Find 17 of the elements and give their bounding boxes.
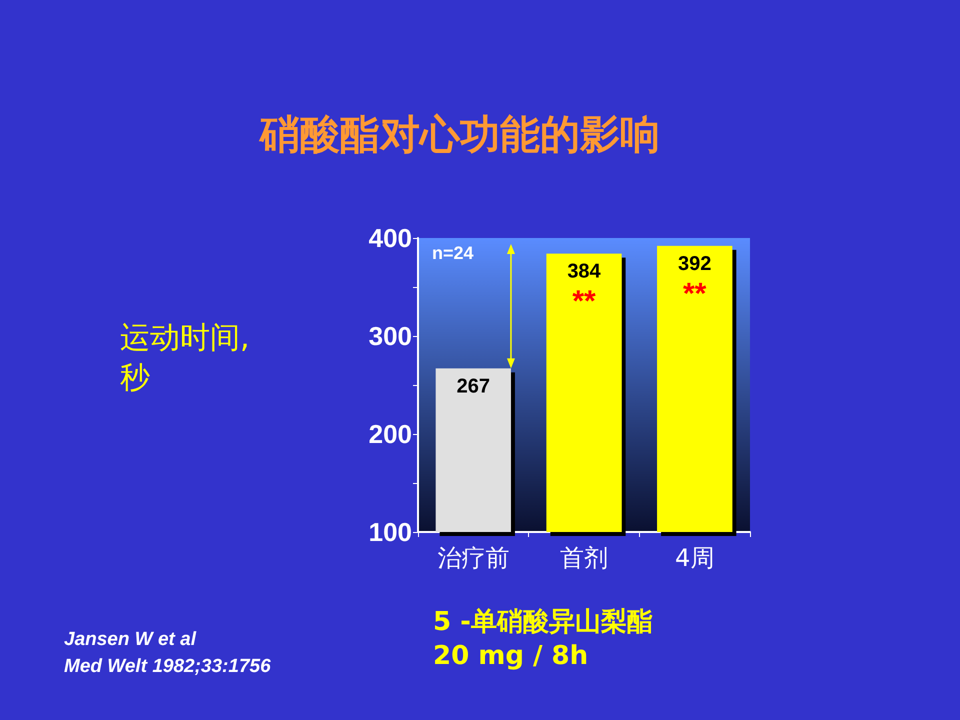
annotation: ** [572, 285, 596, 318]
x-tick-label: 4周 [675, 544, 714, 572]
annotation: n=24 [432, 243, 474, 263]
data-label: 267 [456, 375, 490, 398]
x-tick-label: 治疗前 [437, 544, 510, 572]
x-axis-title: 5 -单硝酸异山梨酯 20 mg / 8h [433, 607, 653, 671]
data-label: 384 [567, 260, 602, 283]
y-tick-label: 100 [368, 517, 412, 547]
text: Jansen W et al Med Welt 1982;33:1756 [64, 629, 272, 677]
chart-title: 硝酸酯对心功能的影响 [258, 112, 660, 158]
y-tick-label: 200 [368, 419, 412, 449]
y-tick-label: 300 [368, 321, 412, 351]
y-tick-label: 400 [368, 223, 412, 253]
y-axis-title: 运动时间, 秒 [120, 320, 250, 396]
data-label: 392 [678, 252, 712, 275]
x-tick-label: 首剂 [560, 544, 608, 572]
annotation: ** [682, 277, 707, 310]
